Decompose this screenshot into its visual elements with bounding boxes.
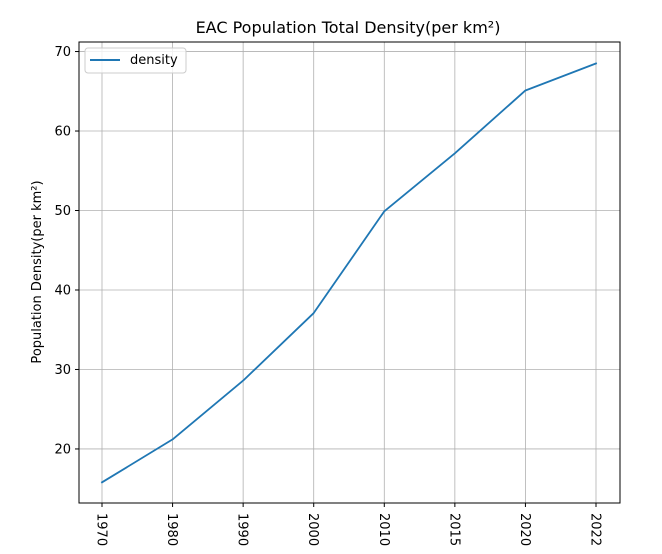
y-tick-label: 20	[54, 442, 71, 457]
legend: density	[84, 47, 187, 74]
x-tick-label: 1990	[235, 513, 250, 546]
plot-frame	[78, 41, 621, 504]
y-axis-label: Population Density(per km²)	[30, 180, 45, 363]
x-tick-label: 2000	[305, 513, 320, 546]
legend-box	[84, 47, 187, 74]
x-tick-label: 1980	[164, 513, 179, 546]
y-tick-label: 40	[54, 283, 71, 298]
chart-title: EAC Population Total Density(per km²)	[196, 18, 501, 37]
series-line-density	[100, 62, 598, 484]
y-tick-label: 50	[54, 204, 71, 219]
x-tick-label: 2022	[588, 513, 603, 546]
legend-label-density: density	[130, 53, 178, 68]
y-axis-ticks: 20 30 40 50 60 70	[54, 45, 79, 457]
x-tick-label: 2020	[517, 513, 532, 546]
series-layer	[100, 62, 598, 484]
y-tick-label: 70	[54, 45, 71, 60]
y-tick-label: 60	[54, 125, 71, 140]
x-tick-label: 2010	[376, 513, 391, 546]
x-tick-label: 1970	[94, 513, 109, 546]
x-axis-ticks: 1970 1980 1990 2000 2010 2015 2020 2022	[94, 503, 603, 546]
y-tick-label: 30	[54, 363, 71, 378]
x-tick-label: 2015	[446, 513, 461, 546]
